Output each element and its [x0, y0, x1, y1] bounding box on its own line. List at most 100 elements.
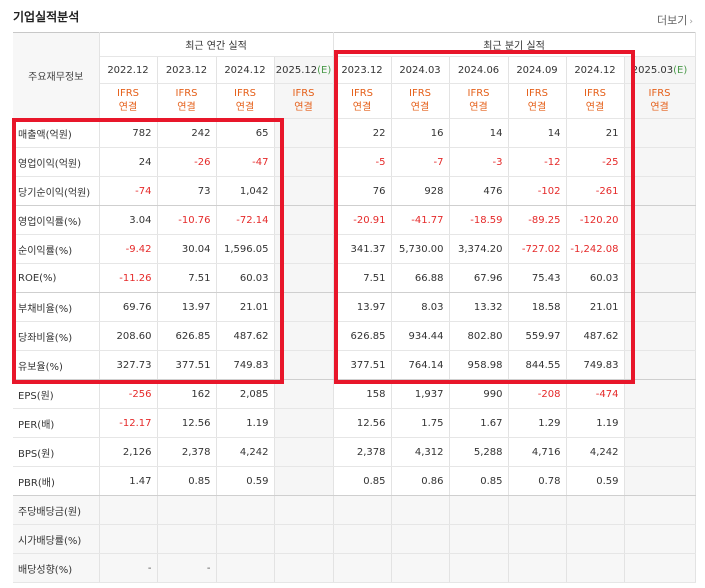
- table-row: 영업이익(억원) 24 -26 -47 -5 -7 -3 -12 -25: [13, 147, 696, 177]
- value-cell: 749.83: [216, 350, 275, 380]
- value-cell: 30.04: [157, 234, 217, 264]
- table-row: 배당성향(%) - -: [13, 553, 696, 583]
- value-cell: -261: [566, 176, 625, 206]
- value-cell: 69.76: [99, 292, 158, 322]
- ifrs-header: IFRS 연결: [566, 83, 625, 119]
- period-label: 2024.03: [399, 64, 441, 76]
- value-cell: [566, 495, 625, 525]
- value-cell: -11.26: [99, 263, 158, 293]
- value-cell: 13.97: [333, 292, 392, 322]
- value-cell: -5: [333, 147, 392, 177]
- more-link[interactable]: 더보기 ›: [657, 12, 693, 28]
- value-cell: 65: [216, 118, 275, 148]
- value-cell: 14: [449, 118, 509, 148]
- value-cell: [274, 524, 334, 554]
- ifrs-label: IFRS: [117, 88, 139, 99]
- value-cell: 928: [391, 176, 450, 206]
- value-cell: 75.43: [508, 263, 567, 293]
- value-cell: 377.51: [157, 350, 217, 380]
- ifrs-label: IFRS: [175, 88, 198, 99]
- value-cell: -208: [508, 379, 567, 409]
- consolidated-label: 연결: [585, 102, 605, 113]
- value-cell: 1.67: [449, 408, 509, 438]
- value-cell: [157, 524, 217, 554]
- value-cell: -1,242.08: [566, 234, 625, 264]
- row-label: 배당성향(%): [13, 553, 100, 583]
- consolidated-label: 연결: [410, 102, 430, 113]
- value-cell: -12: [508, 147, 567, 177]
- period-label: 2025.12: [275, 64, 318, 76]
- value-cell: 4,242: [566, 437, 625, 467]
- period-label: 2023.12: [165, 64, 208, 76]
- value-cell: -: [157, 553, 217, 583]
- value-cell: [391, 524, 450, 554]
- value-cell: 0.59: [566, 466, 625, 496]
- value-cell: -727.02: [508, 234, 567, 264]
- value-cell: 626.85: [333, 321, 392, 351]
- value-cell: 242: [157, 118, 217, 148]
- period-label: 2022.12: [107, 64, 149, 76]
- table-row: 부채비율(%) 69.76 13.97 21.01 13.97 8.03 13.32 18.5…: [13, 292, 696, 322]
- period-header: 2024.12: [216, 56, 275, 84]
- consolidated-label: 연결: [650, 102, 669, 113]
- value-cell: [274, 176, 334, 206]
- consolidated-label: 연결: [352, 102, 372, 113]
- value-cell: [508, 495, 567, 525]
- value-cell: 0.78: [508, 466, 567, 496]
- value-cell: 162: [157, 379, 217, 409]
- value-cell: 12.56: [157, 408, 217, 438]
- value-cell: 990: [449, 379, 509, 409]
- value-cell: -26: [157, 147, 217, 177]
- value-cell: 4,312: [391, 437, 450, 467]
- value-cell: [274, 466, 334, 496]
- row-label: 매출액(억원): [13, 118, 100, 148]
- ifrs-header: IFRS 연결: [216, 83, 275, 119]
- value-cell: [274, 495, 334, 525]
- value-cell: 1.47: [99, 466, 158, 496]
- value-cell: -25: [566, 147, 625, 177]
- value-cell: 2,126: [99, 437, 158, 467]
- row-label: 주당배당금(원): [13, 495, 100, 525]
- value-cell: [449, 553, 509, 583]
- row-label: 유보율(%): [13, 350, 100, 380]
- value-cell: [566, 553, 625, 583]
- row-label: PBR(배): [13, 466, 100, 496]
- value-cell: -474: [566, 379, 625, 409]
- ifrs-label: IFRS: [351, 88, 373, 99]
- value-cell: [333, 524, 392, 554]
- value-cell: 7.51: [157, 263, 217, 293]
- value-cell: 13.97: [157, 292, 217, 322]
- consolidated-label: 연결: [235, 102, 255, 113]
- table-row: BPS(원) 2,126 2,378 4,242 2,378 4,312 5,288 4,71…: [13, 437, 696, 467]
- value-cell: -102: [508, 176, 567, 206]
- value-cell: -47: [216, 147, 275, 177]
- table-row: 순이익률(%) -9.42 30.04 1,596.05 341.37 5,730.00 3…: [13, 234, 696, 264]
- more-label: 더보기: [657, 14, 688, 27]
- value-cell: [274, 118, 334, 148]
- value-cell: [274, 321, 334, 351]
- value-cell: 377.51: [333, 350, 392, 380]
- consolidated-label: 연결: [527, 102, 547, 113]
- financial-summary-table: 주요재무정보 최근 연간 실적 최근 분기 실적 2022.12 2023.12 2…: [13, 32, 696, 583]
- value-cell: -256: [99, 379, 158, 409]
- value-cell: -120.20: [566, 205, 625, 235]
- value-cell: -72.14: [216, 205, 275, 235]
- value-cell: 1.19: [216, 408, 275, 438]
- value-cell: 802.80: [449, 321, 509, 351]
- period-header: 2023.12: [333, 56, 392, 84]
- value-cell: [274, 379, 334, 409]
- value-cell: 764.14: [391, 350, 450, 380]
- period-label: 2024.12: [574, 64, 616, 76]
- ifrs-header: IFRS 연결: [274, 83, 334, 119]
- period-header: 2022.12: [99, 56, 158, 84]
- table-row: 주당배당금(원): [13, 495, 696, 525]
- value-cell: 1,596.05: [216, 234, 275, 264]
- value-cell: 327.73: [99, 350, 158, 380]
- value-cell: 487.62: [566, 321, 625, 351]
- row-label: PER(배): [13, 408, 100, 438]
- value-cell: -: [99, 553, 158, 583]
- value-cell: [391, 495, 450, 525]
- value-cell: [274, 408, 334, 438]
- value-cell: -9.42: [99, 234, 158, 264]
- value-cell: 7.51: [333, 263, 392, 293]
